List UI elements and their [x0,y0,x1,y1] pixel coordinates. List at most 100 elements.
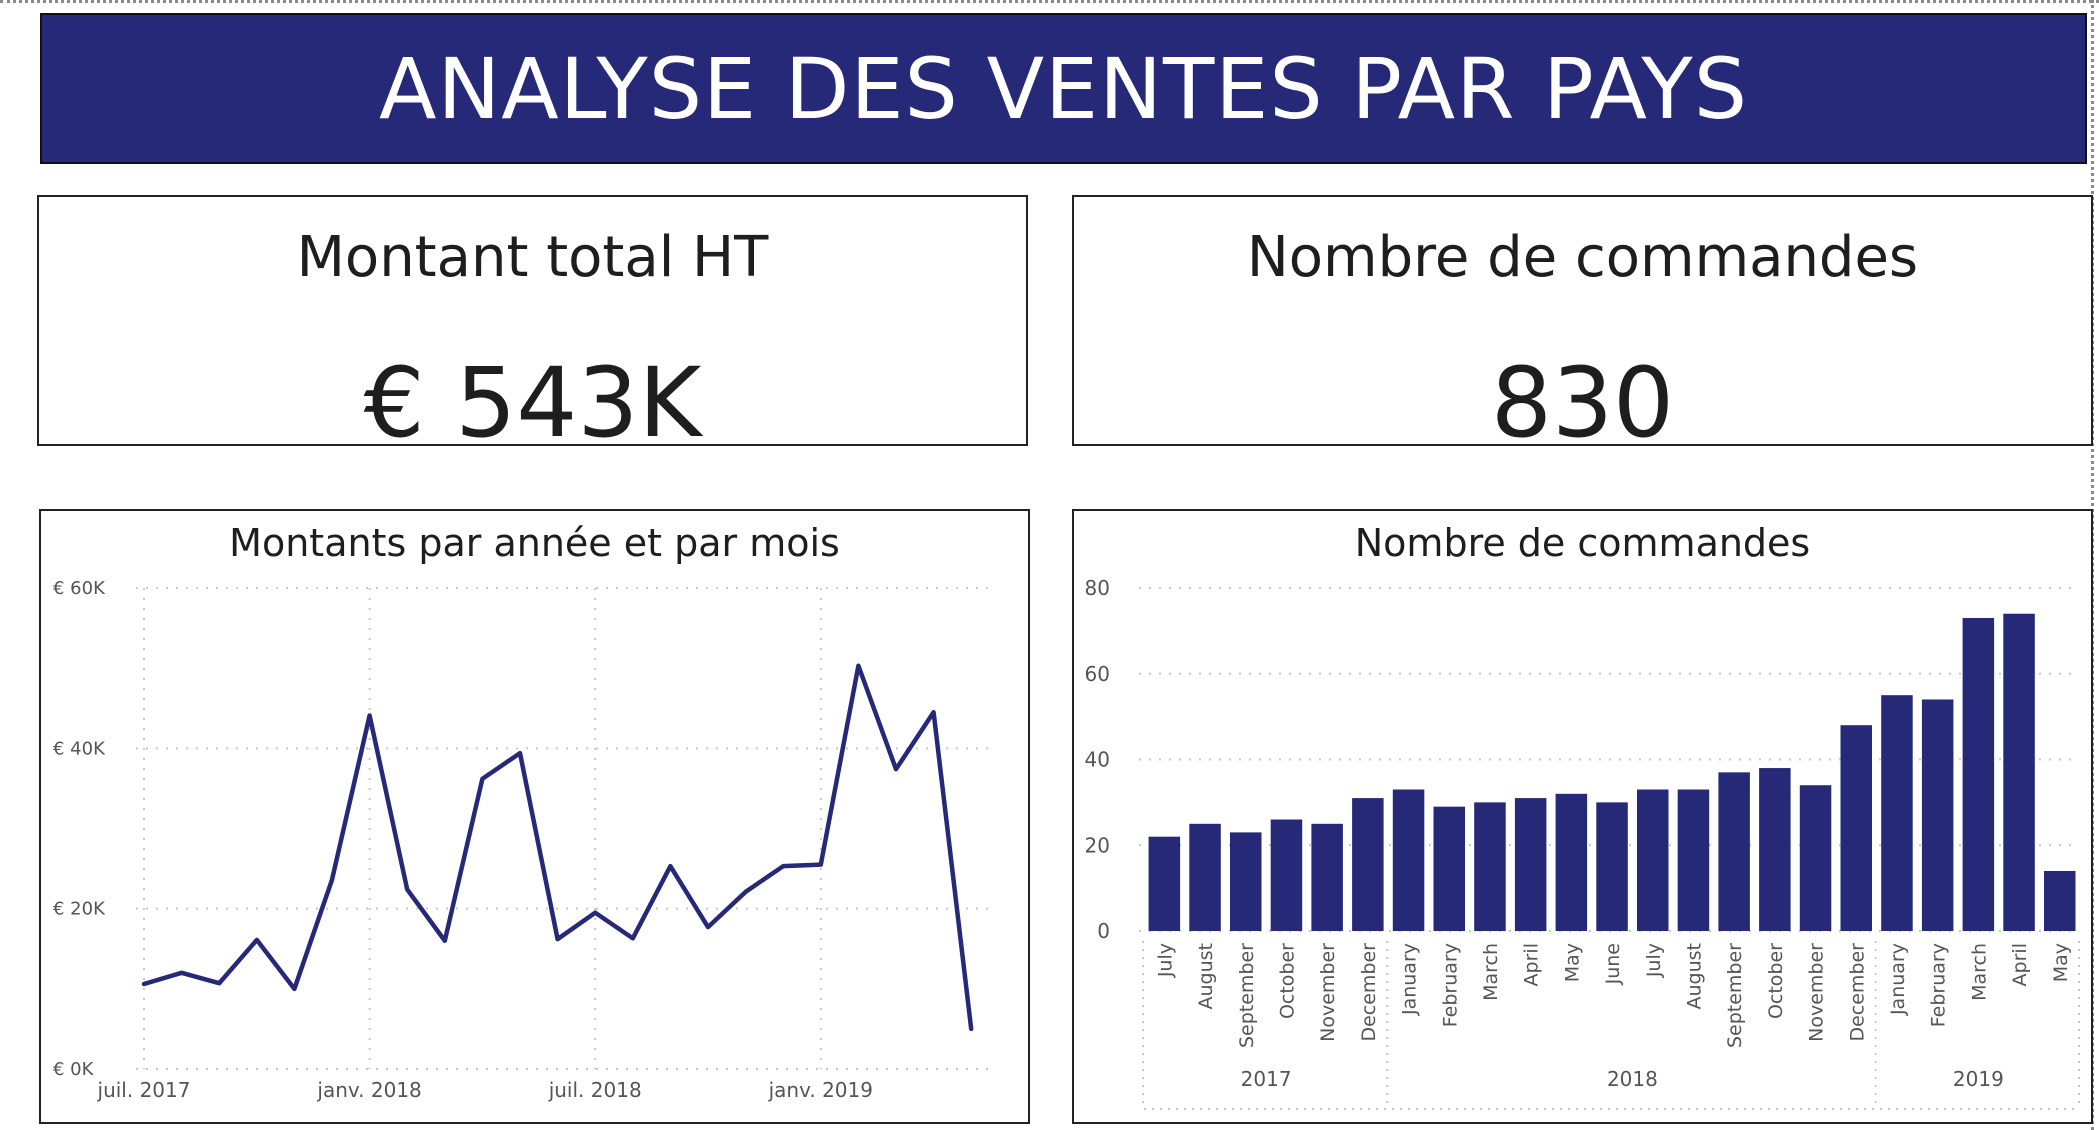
x-tick-label: janv. 2019 [768,1078,873,1102]
x-tick-label: May [1561,943,1583,982]
bar [1921,699,1954,931]
x-tick-label: March [1480,943,1502,1001]
line-point [931,710,936,715]
x-tick-label: June [1602,943,1624,985]
bar [1881,695,1913,931]
x-tick-label: May [2050,943,2072,982]
bar [1433,806,1465,931]
x-tick-label: November [1317,943,1339,1042]
line-point [593,910,598,915]
y-tick-label: 60 [1085,662,1110,686]
bar [1270,819,1303,931]
bar [2003,613,2035,931]
line-point [743,889,748,894]
x-tick-label: January [1887,943,1909,1016]
bar [1189,823,1221,931]
x-tick-label: July [1154,943,1176,978]
bar [1962,618,1995,931]
line-point [442,938,447,943]
bar [1514,798,1547,931]
line-point [818,862,823,867]
x-tick-label: November [1806,943,1828,1042]
x-tick-label: April [2009,943,2031,986]
chart-title: Nombre de commandes [1354,521,1811,565]
line-point [630,936,635,941]
report-page-top-border [0,0,2099,3]
line-point [292,986,297,991]
line-point [179,970,184,975]
bar [1799,785,1832,931]
y-tick-label: 20 [1085,833,1110,857]
x-tick-label: September [1724,943,1746,1048]
y-tick-label: 80 [1085,576,1110,600]
year-label: 2019 [1953,1067,2004,1091]
bar [1392,789,1425,931]
line-point [142,982,147,987]
x-tick-label: August [1195,943,1217,1010]
bar [1677,789,1710,931]
x-tick-label: July [1643,943,1665,978]
x-tick-label: January [1399,943,1421,1016]
y-tick-label: 40 [1085,748,1110,772]
bar [1555,793,1588,931]
x-tick-label: December [1846,943,1868,1042]
kpi-card-total-amount[interactable]: Montant total HT € 543K [37,195,1028,459]
bar [1148,836,1181,931]
line-point [480,776,485,781]
line-point [555,937,560,942]
x-tick-label: August [1683,943,1705,1010]
line-point [405,887,410,892]
line-point [781,864,786,869]
bar [1230,832,1262,931]
bar [1840,725,1872,931]
x-tick-label: juil. 2017 [97,1078,191,1102]
bar-chart-card[interactable]: Nombre de commandes 0 20 40 60 80 July August S… [1072,509,2093,1124]
line-point [856,663,861,668]
bar [1637,789,1669,931]
kpi-value: 830 [1490,347,1675,459]
chart-title: Montants par année et par mois [229,521,840,565]
bar-chart[interactable]: 0 20 40 60 80 July August September October Novem… [1074,511,2091,1122]
line-point [254,937,259,942]
bar [1596,802,1628,931]
x-tick-label: October [1765,943,1787,1019]
line-chart[interactable]: € 0K € 20K € 40K € 60K juil. 2017 janv. 2018 j… [41,511,1028,1122]
x-tick-label: juil. 2018 [548,1078,642,1102]
y-tick-label: € 40K [53,738,106,759]
series-line [141,663,974,1032]
y-tick-label: € 0K [53,1059,95,1080]
line-point [217,981,222,986]
kpi-card-order-count[interactable]: Nombre de commandes 830 [1072,195,2093,459]
x-tick-label: April [1521,943,1543,986]
x-tick-label: October [1276,943,1298,1019]
title-banner: ANALYSE DES VENTES PAR PAYS [40,13,2087,164]
bar [1352,798,1384,931]
page-title: ANALYSE DES VENTES PAR PAYS [378,39,1749,138]
line-point [969,1026,974,1031]
x-tick-label: September [1236,943,1258,1048]
y-tick-label: € 60K [53,578,106,599]
line-point [706,925,711,930]
line-point [367,713,372,718]
year-label: 2018 [1607,1067,1658,1091]
x-tick-label: December [1358,943,1380,1042]
y-tick-label: 0 [1097,919,1110,943]
kpi-value: € 543K [363,347,702,459]
line-point [330,877,335,882]
x-tick-label: janv. 2018 [316,1078,421,1102]
line-point [668,864,673,869]
y-tick-label: € 20K [53,899,106,920]
year-label: 2017 [1241,1067,1292,1091]
kpi-title: Nombre de commandes [1246,225,1919,290]
line-chart-card[interactable]: Montants par année et par mois € 0K € 20K… [39,509,1030,1124]
bar [2044,870,2076,931]
bar [1311,823,1343,931]
bar [1474,802,1506,931]
x-tick-label: March [1968,943,1990,1001]
x-tick-label: February [1439,943,1461,1027]
bar [1759,768,1791,931]
line-point [518,751,523,756]
kpi-title: Montant total HT [296,225,769,290]
x-tick-label: February [1928,943,1950,1027]
bar [1718,772,1750,931]
